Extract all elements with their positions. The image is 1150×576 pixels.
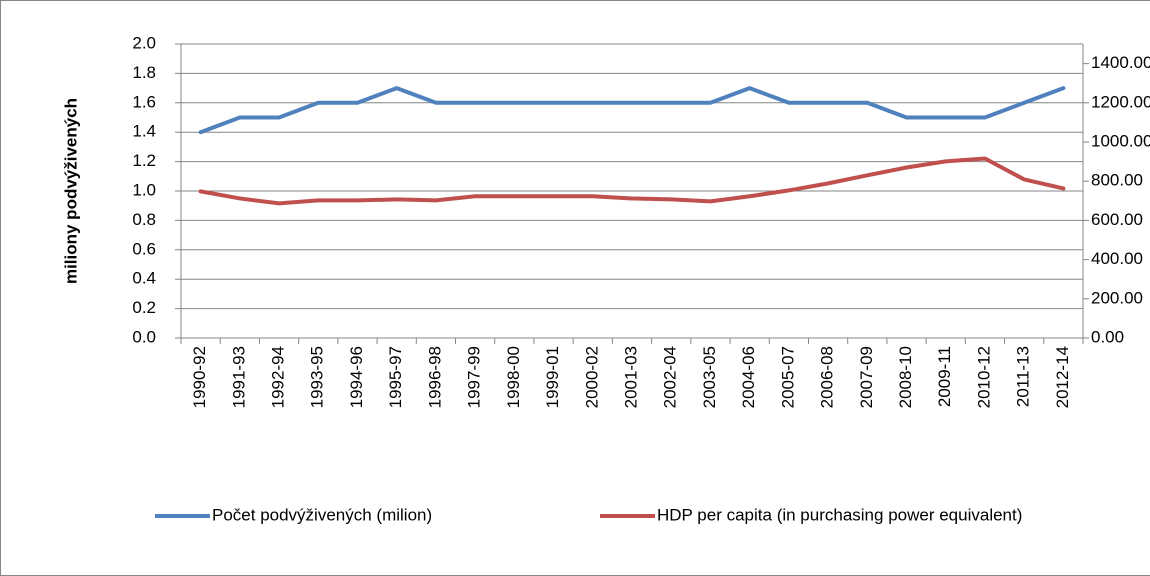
y2-tick-label: 1000.00 bbox=[1091, 131, 1150, 150]
y-tick-label: 1.8 bbox=[132, 63, 156, 82]
x-tick-label: 1990-92 bbox=[190, 346, 209, 408]
x-tick-label: 1992-94 bbox=[269, 346, 288, 408]
x-tick-label: 1993-95 bbox=[308, 346, 327, 408]
y-tick-label: 0.4 bbox=[132, 269, 156, 288]
y-tick-label: 0.0 bbox=[132, 327, 156, 346]
x-tick-label: 2004-06 bbox=[739, 346, 758, 408]
y-tick-label: 1.2 bbox=[132, 151, 156, 170]
y-tick-label: 1.6 bbox=[132, 92, 156, 111]
x-tick-label: 2003-05 bbox=[700, 346, 719, 408]
y-tick-label: 1.4 bbox=[132, 122, 156, 141]
x-tick-label: 1998-00 bbox=[504, 346, 523, 408]
x-tick-label: 2002-04 bbox=[661, 346, 680, 408]
y-tick-label: 0.2 bbox=[132, 298, 156, 317]
y2-tick-label: 800.00 bbox=[1091, 171, 1143, 190]
x-tick-label: 1994-96 bbox=[347, 346, 366, 408]
legend-label: Počet podvýživených (milion) bbox=[212, 505, 432, 524]
y2-tick-label: 600.00 bbox=[1091, 210, 1143, 229]
y2-tick-label: 1200.00 bbox=[1091, 92, 1150, 111]
x-tick-label: 2008-10 bbox=[896, 346, 915, 408]
x-tick-label: 1997-99 bbox=[465, 346, 484, 408]
legend-label: HDP per capita (in purchasing power equi… bbox=[657, 505, 1022, 524]
x-tick-label: 1999-01 bbox=[543, 346, 562, 408]
x-tick-label: 2012-14 bbox=[1053, 346, 1072, 408]
x-tick-label: 2005-07 bbox=[778, 346, 797, 408]
x-tick-label: 2006-08 bbox=[818, 346, 837, 408]
x-tick-label: 1996-98 bbox=[425, 346, 444, 408]
series-line bbox=[198, 156, 1066, 206]
y-tick-label: 2.0 bbox=[132, 33, 156, 52]
y-tick-label: 0.6 bbox=[132, 239, 156, 258]
x-tick-label: 2007-09 bbox=[857, 346, 876, 408]
y2-tick-label: 0.00 bbox=[1091, 327, 1124, 346]
x-tick-label: 2010-12 bbox=[974, 346, 993, 408]
series-line bbox=[198, 86, 1066, 135]
x-tick-label: 2009-11 bbox=[935, 346, 954, 407]
y2-tick-label: 1400.00 bbox=[1091, 53, 1150, 72]
x-tick-label: 2000-02 bbox=[582, 346, 601, 408]
x-tick-label: 1995-97 bbox=[386, 346, 405, 408]
x-tick-label: 2001-03 bbox=[621, 346, 640, 408]
y-tick-label: 1.0 bbox=[132, 180, 156, 199]
y2-tick-label: 400.00 bbox=[1091, 249, 1143, 268]
x-tick-label: 2011-13 bbox=[1014, 346, 1033, 407]
y2-tick-label: 200.00 bbox=[1091, 288, 1143, 307]
x-tick-label: 1991-93 bbox=[229, 346, 248, 408]
y-tick-label: 0.8 bbox=[132, 210, 156, 229]
y-axis-title: miliony podvýživených bbox=[61, 98, 80, 284]
